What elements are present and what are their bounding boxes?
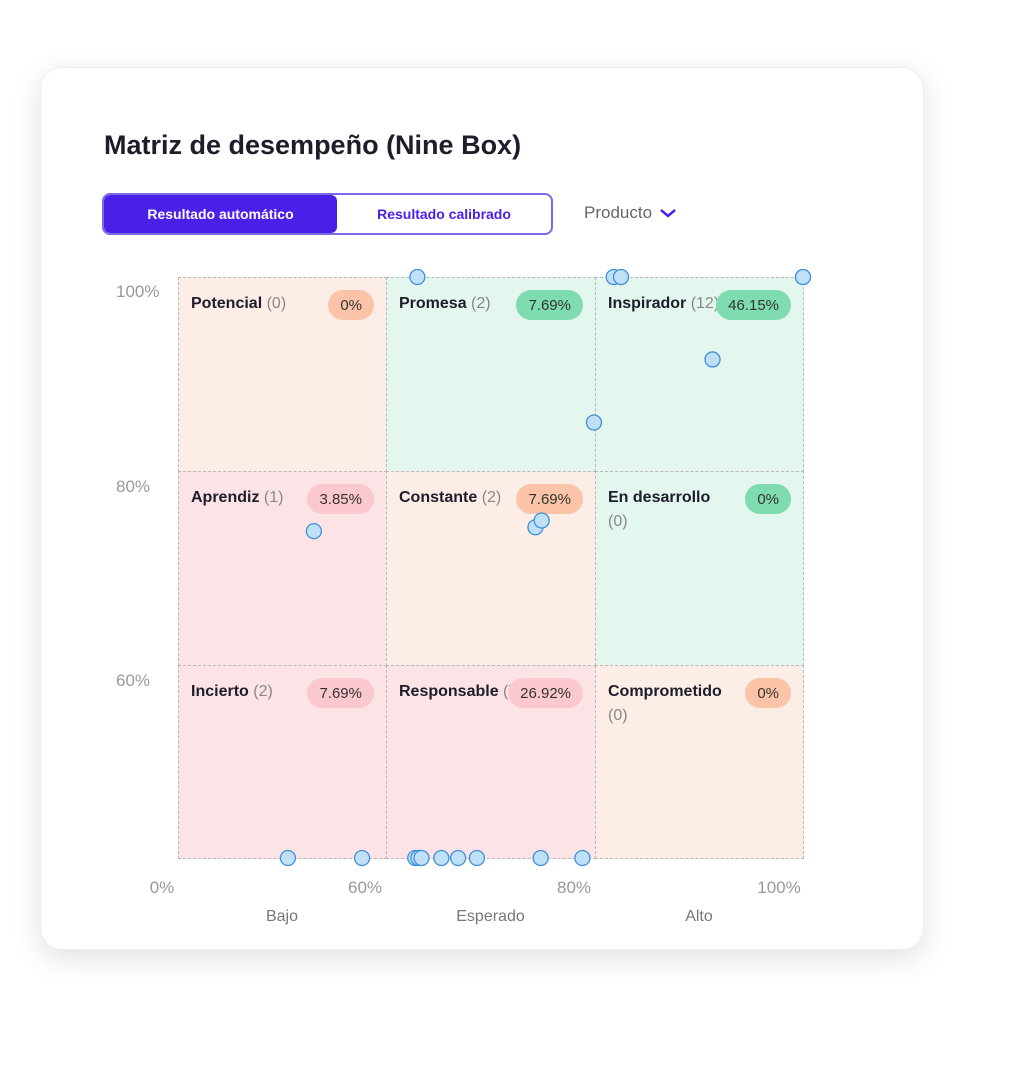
box-percentage-badge: 0% xyxy=(745,678,791,708)
data-point[interactable] xyxy=(794,268,812,286)
box-inspirador[interactable]: Inspirador (12) 46.15% xyxy=(595,277,804,472)
calibrated-result-tab[interactable]: Resultado calibrado xyxy=(377,206,511,222)
box-label: Constante (2) xyxy=(399,486,501,510)
box-incierto[interactable]: Incierto (2) 7.69% xyxy=(178,665,387,859)
box-count: (1) xyxy=(263,489,284,506)
box-count: (0) xyxy=(608,513,628,530)
box-label: Potencial (0) xyxy=(191,292,286,316)
box-name: Responsable xyxy=(399,683,499,700)
box-name: Promesa xyxy=(399,295,467,312)
box-percentage-badge: 7.69% xyxy=(516,484,583,514)
box-percentage-badge: 46.15% xyxy=(716,290,791,320)
data-point[interactable] xyxy=(413,849,430,867)
box-count: (2) xyxy=(253,683,273,700)
data-point[interactable] xyxy=(433,849,450,867)
x-tick-label: 0% xyxy=(149,878,175,897)
x-band-label: Bajo xyxy=(265,908,299,925)
box-percentage-badge: 26.92% xyxy=(508,678,583,708)
box-name: Constante xyxy=(399,489,478,506)
data-point[interactable] xyxy=(704,351,721,368)
box-label: Comprometido (0) xyxy=(608,680,733,728)
automatic-result-tab[interactable]: Resultado automático xyxy=(104,195,337,233)
x-tick-label: 80% xyxy=(556,878,592,897)
data-point[interactable] xyxy=(468,849,486,867)
x-tick-label: 100% xyxy=(757,878,801,897)
box-count: (0) xyxy=(608,707,628,724)
box-aprendiz[interactable]: Aprendiz (1) 3.85% xyxy=(178,471,387,666)
result-toggle[interactable]: Resultado automático Resultado calibrado xyxy=(102,193,553,235)
box-label: En desarrollo (0) xyxy=(608,486,733,534)
box-potencial[interactable]: Potencial (0) 0% xyxy=(178,277,387,472)
box-name: Inspirador xyxy=(608,295,687,312)
x-band-label: Esperado xyxy=(456,908,525,925)
box-en-desarrollo[interactable]: En desarrollo (0) 0% xyxy=(595,471,804,666)
box-percentage-badge: 0% xyxy=(745,484,791,514)
box-constante[interactable]: Constante (2) 7.69% xyxy=(386,471,596,666)
box-promesa[interactable]: Promesa (2) 7.69% xyxy=(386,277,596,472)
box-name: Potencial xyxy=(191,295,263,312)
chevron-down-icon xyxy=(660,209,676,218)
product-filter-dropdown[interactable]: Producto xyxy=(584,203,676,223)
y-tick-label: 80% xyxy=(116,477,151,496)
box-name: Incierto xyxy=(191,683,249,700)
box-label: Promesa (2) xyxy=(399,292,491,316)
data-point[interactable] xyxy=(532,849,549,867)
box-name: Aprendiz xyxy=(191,489,260,506)
page-title: Matriz de desempeño (Nine Box) xyxy=(104,130,522,160)
box-name: Comprometido xyxy=(608,683,722,700)
box-label: Incierto (2) xyxy=(191,680,273,704)
box-label: Inspirador (12) xyxy=(608,292,719,316)
data-point[interactable] xyxy=(533,512,550,529)
x-band-label: Alto xyxy=(685,908,713,925)
data-point[interactable] xyxy=(574,849,591,867)
box-count: (12) xyxy=(690,295,720,312)
box-percentage-badge: 7.69% xyxy=(516,290,583,320)
box-responsable[interactable]: Responsable (7)26.92% xyxy=(386,665,596,859)
box-comprometido[interactable]: Comprometido (0) 0% xyxy=(595,665,804,859)
data-point[interactable] xyxy=(612,268,630,286)
box-count: (0) xyxy=(266,295,287,312)
box-name: En desarrollo xyxy=(608,489,711,506)
y-tick-label: 60% xyxy=(116,671,151,690)
data-point[interactable] xyxy=(353,849,371,867)
y-tick-label: 100% xyxy=(116,282,160,301)
data-point[interactable] xyxy=(585,414,603,431)
product-filter-label: Producto xyxy=(584,203,653,222)
data-point[interactable] xyxy=(409,268,426,286)
data-point[interactable] xyxy=(279,849,297,867)
box-count: (2) xyxy=(481,489,502,506)
box-count: (2) xyxy=(471,295,491,312)
box-percentage-badge: 7.69% xyxy=(307,678,374,708)
box-label: Aprendiz (1) xyxy=(191,486,283,510)
data-point[interactable] xyxy=(305,522,323,540)
x-tick-label: 60% xyxy=(347,878,383,897)
box-percentage-badge: 3.85% xyxy=(307,484,374,514)
data-point[interactable] xyxy=(449,849,467,867)
box-percentage-badge: 0% xyxy=(328,290,374,320)
